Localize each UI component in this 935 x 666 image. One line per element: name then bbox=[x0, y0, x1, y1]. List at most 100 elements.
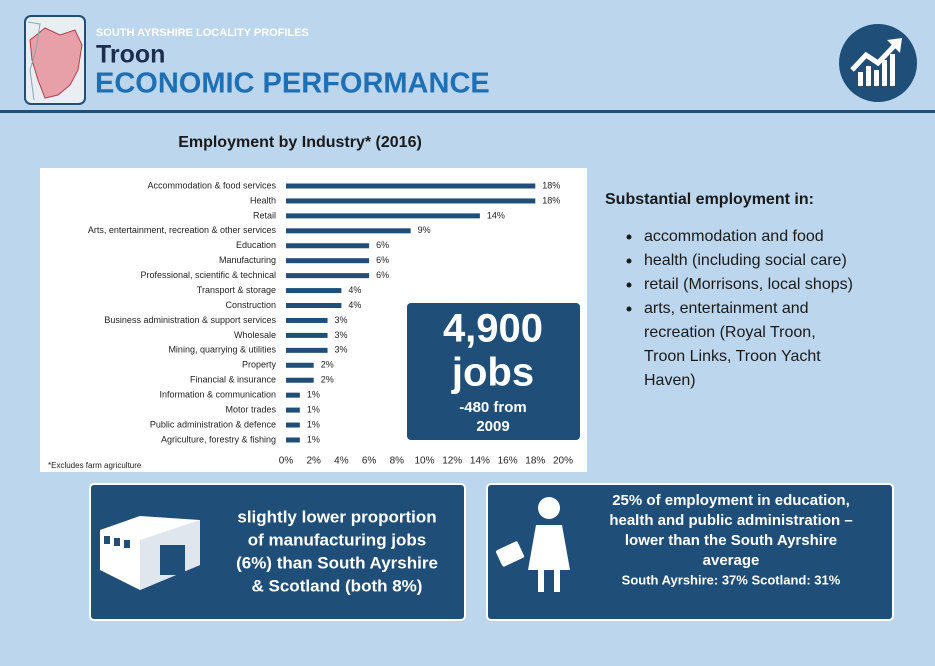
category-label: Construction bbox=[225, 300, 276, 310]
category-label: Business administration & support servic… bbox=[104, 315, 276, 325]
header-title: ECONOMIC PERFORMANCE bbox=[95, 68, 490, 100]
bar bbox=[286, 273, 370, 279]
category-label: Professional, scientific & technical bbox=[140, 270, 276, 280]
x-tick-label: 10% bbox=[414, 456, 434, 467]
category-label: Motor trades bbox=[225, 404, 276, 414]
bullet-dot bbox=[626, 258, 632, 264]
bullet-dot bbox=[626, 234, 632, 240]
bar bbox=[286, 317, 328, 323]
x-tick-label: 8% bbox=[390, 456, 405, 467]
value-label: 1% bbox=[307, 390, 320, 400]
category-label: Financial & insurance bbox=[190, 375, 276, 385]
value-label: 18% bbox=[542, 195, 560, 205]
category-label: Retail bbox=[253, 210, 276, 220]
summary-list: accommodation and food health (including … bbox=[626, 228, 853, 389]
category-label: Property bbox=[242, 360, 277, 370]
bar bbox=[286, 198, 536, 204]
value-label: 3% bbox=[335, 345, 348, 355]
category-label: Public administration & defence bbox=[150, 419, 276, 429]
jobs-change: -480 from 2009 bbox=[459, 399, 527, 435]
category-label: Mining, quarrying & utilities bbox=[168, 345, 276, 355]
category-label: Agriculture, forestry & fishing bbox=[161, 434, 276, 444]
value-label: 1% bbox=[307, 434, 320, 444]
callout-line: of manufacturing jobs bbox=[248, 530, 427, 549]
value-label: 4% bbox=[348, 285, 361, 295]
callout-line: lower than the South Ayrshire bbox=[625, 532, 837, 549]
x-tick-label: 12% bbox=[442, 456, 462, 467]
value-label: 18% bbox=[542, 180, 560, 190]
callout-line: 25% of employment in education, bbox=[612, 492, 850, 509]
x-tick-label: 18% bbox=[525, 456, 545, 467]
bar bbox=[286, 377, 314, 383]
callout-left-text: slightly lower proportion of manufacturin… bbox=[236, 507, 438, 595]
value-label: 6% bbox=[376, 270, 389, 280]
bullet-dot bbox=[626, 282, 632, 288]
callout-right bbox=[486, 483, 894, 621]
value-label: 2% bbox=[321, 360, 334, 370]
value-label: 2% bbox=[321, 375, 334, 385]
x-tick-label: 2% bbox=[306, 456, 321, 467]
value-label: 6% bbox=[376, 255, 389, 265]
callout-line: & Scotland (both 8%) bbox=[252, 576, 423, 595]
bar bbox=[286, 258, 370, 264]
jobs-change-line: -480 from bbox=[459, 399, 527, 416]
jobs-unit: jobs bbox=[451, 351, 534, 395]
callout-line: slightly lower proportion bbox=[237, 507, 436, 526]
bullet-text: Troon Links, Troon Yacht bbox=[644, 348, 821, 365]
bullet-text: health (including social care) bbox=[644, 252, 847, 269]
jobs-number: 4,900 bbox=[443, 307, 543, 351]
bullet-text: retail (Morrisons, local shops) bbox=[644, 276, 853, 293]
value-label: 1% bbox=[307, 419, 320, 429]
x-tick-label: 16% bbox=[498, 456, 518, 467]
value-label: 1% bbox=[307, 404, 320, 414]
bullet-text: Haven) bbox=[644, 372, 696, 389]
value-label: 6% bbox=[376, 240, 389, 250]
category-label: Health bbox=[250, 195, 276, 205]
bar bbox=[286, 228, 411, 234]
chart-note: *Excludes farm agriculture bbox=[48, 461, 142, 470]
chart: 0% 2% 4% 6% 8% 10% 12% 14% 16% 18% 20% Accommodatio… bbox=[88, 180, 573, 466]
bar bbox=[286, 347, 328, 353]
callout-left bbox=[89, 483, 466, 621]
category-label: Arts, entertainment, recreation & other … bbox=[88, 225, 277, 235]
bar bbox=[286, 183, 536, 189]
header-place: Troon bbox=[96, 41, 165, 69]
category-label: Transport & storage bbox=[197, 285, 276, 295]
bar bbox=[286, 392, 300, 398]
bullet-text: accommodation and food bbox=[644, 228, 824, 245]
x-tick-label: 4% bbox=[334, 456, 349, 467]
bar bbox=[286, 332, 328, 338]
bullet-dot bbox=[626, 306, 632, 312]
x-tick-label: 20% bbox=[553, 456, 573, 467]
category-label: Wholesale bbox=[234, 330, 276, 340]
bar bbox=[286, 437, 300, 443]
bullet-text: arts, entertainment and bbox=[644, 300, 809, 317]
bar bbox=[286, 243, 370, 249]
bullet-text: recreation (Royal Troon, bbox=[644, 324, 816, 341]
x-tick-label: 14% bbox=[470, 456, 490, 467]
value-label: 3% bbox=[335, 315, 348, 325]
value-label: 3% bbox=[335, 330, 348, 340]
map-thumbnail bbox=[24, 15, 86, 105]
summary-heading: Substantial employment in: bbox=[605, 191, 814, 208]
value-label: 14% bbox=[487, 210, 505, 220]
bar bbox=[286, 213, 480, 219]
value-label: 4% bbox=[348, 300, 361, 310]
callout-line: (6%) than South Ayrshire bbox=[236, 553, 438, 572]
bar bbox=[286, 288, 342, 294]
bar bbox=[286, 303, 342, 309]
bar bbox=[286, 422, 300, 428]
header-kicker: SOUTH AYRSHIRE LOCALITY PROFILES bbox=[96, 27, 309, 39]
callout-line: health and public administration – bbox=[609, 512, 852, 529]
bar bbox=[286, 407, 300, 413]
chart-title: Employment by Industry* (2016) bbox=[178, 134, 422, 151]
x-tick-label: 0% bbox=[279, 456, 294, 467]
category-label: Accommodation & food services bbox=[147, 180, 276, 190]
callout-right-text: 25% of employment in education, health an… bbox=[609, 492, 852, 587]
jobs-box: 4,900 jobs bbox=[407, 303, 580, 440]
category-label: Education bbox=[236, 240, 276, 250]
category-label: Information & communication bbox=[159, 390, 276, 400]
callout-sub: South Ayrshire: 37% Scotland: 31% bbox=[622, 572, 841, 587]
bar bbox=[286, 362, 314, 368]
